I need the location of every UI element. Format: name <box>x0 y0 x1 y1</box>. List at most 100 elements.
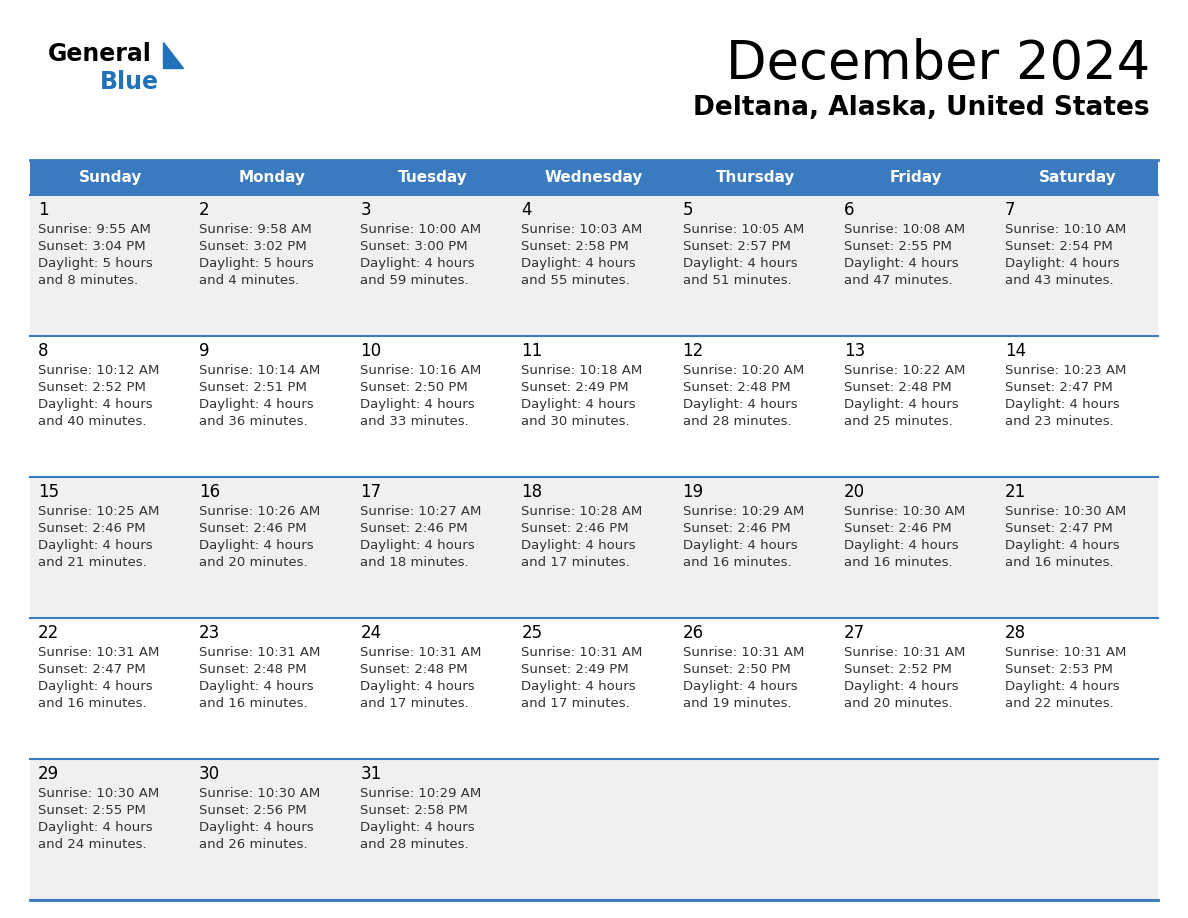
Text: 24: 24 <box>360 624 381 642</box>
Text: and 51 minutes.: and 51 minutes. <box>683 274 791 287</box>
Text: Sunrise: 10:25 AM: Sunrise: 10:25 AM <box>38 505 159 518</box>
Bar <box>835 477 997 618</box>
Text: Daylight: 4 hours: Daylight: 4 hours <box>38 539 152 552</box>
Text: Daylight: 4 hours: Daylight: 4 hours <box>522 539 636 552</box>
Bar <box>997 759 1158 900</box>
Text: 27: 27 <box>843 624 865 642</box>
Bar <box>513 759 675 900</box>
Bar <box>675 160 835 195</box>
Bar <box>513 160 675 195</box>
Text: Sunset: 2:49 PM: Sunset: 2:49 PM <box>522 381 630 394</box>
Bar <box>30 336 191 477</box>
Text: and 47 minutes.: and 47 minutes. <box>843 274 953 287</box>
Text: 23: 23 <box>200 624 221 642</box>
Text: Wednesday: Wednesday <box>545 170 643 185</box>
Text: 3: 3 <box>360 201 371 219</box>
Text: Daylight: 4 hours: Daylight: 4 hours <box>843 398 959 411</box>
Text: Sunset: 2:46 PM: Sunset: 2:46 PM <box>843 522 952 535</box>
Bar <box>353 336 513 477</box>
Text: and 4 minutes.: and 4 minutes. <box>200 274 299 287</box>
Text: 15: 15 <box>38 483 59 501</box>
Text: 13: 13 <box>843 342 865 360</box>
Text: Sunrise: 10:31 AM: Sunrise: 10:31 AM <box>360 646 481 659</box>
Text: Daylight: 5 hours: Daylight: 5 hours <box>200 257 314 270</box>
Text: Daylight: 4 hours: Daylight: 4 hours <box>1005 680 1119 693</box>
Text: Sunrise: 10:27 AM: Sunrise: 10:27 AM <box>360 505 481 518</box>
Bar <box>513 477 675 618</box>
Text: Daylight: 4 hours: Daylight: 4 hours <box>200 680 314 693</box>
Text: and 40 minutes.: and 40 minutes. <box>38 415 146 428</box>
Text: Sunrise: 10:31 AM: Sunrise: 10:31 AM <box>522 646 643 659</box>
Text: Daylight: 4 hours: Daylight: 4 hours <box>360 398 475 411</box>
Text: General: General <box>48 42 152 66</box>
Text: 1: 1 <box>38 201 49 219</box>
Bar <box>353 195 513 336</box>
Text: Daylight: 4 hours: Daylight: 4 hours <box>360 539 475 552</box>
Text: and 16 minutes.: and 16 minutes. <box>1005 556 1113 569</box>
Text: Blue: Blue <box>100 70 159 94</box>
Text: Sunrise: 9:58 AM: Sunrise: 9:58 AM <box>200 223 312 236</box>
Text: Sunset: 2:47 PM: Sunset: 2:47 PM <box>1005 381 1113 394</box>
Text: Sunrise: 10:03 AM: Sunrise: 10:03 AM <box>522 223 643 236</box>
Text: 5: 5 <box>683 201 693 219</box>
Text: Daylight: 4 hours: Daylight: 4 hours <box>360 257 475 270</box>
Text: Sunrise: 10:31 AM: Sunrise: 10:31 AM <box>200 646 321 659</box>
Bar <box>353 160 513 195</box>
Text: 30: 30 <box>200 765 220 783</box>
Bar <box>675 618 835 759</box>
Bar <box>997 477 1158 618</box>
Text: Thursday: Thursday <box>715 170 795 185</box>
Text: 10: 10 <box>360 342 381 360</box>
Text: Sunset: 2:52 PM: Sunset: 2:52 PM <box>38 381 146 394</box>
Text: 25: 25 <box>522 624 543 642</box>
Text: Sunset: 2:48 PM: Sunset: 2:48 PM <box>843 381 952 394</box>
Bar <box>353 477 513 618</box>
Bar <box>513 618 675 759</box>
Text: and 55 minutes.: and 55 minutes. <box>522 274 630 287</box>
Text: and 17 minutes.: and 17 minutes. <box>522 697 630 710</box>
Text: Sunset: 2:58 PM: Sunset: 2:58 PM <box>360 804 468 817</box>
Bar <box>997 160 1158 195</box>
Bar <box>191 759 353 900</box>
Text: Sunset: 2:50 PM: Sunset: 2:50 PM <box>360 381 468 394</box>
Text: Sunset: 2:46 PM: Sunset: 2:46 PM <box>360 522 468 535</box>
Text: Daylight: 4 hours: Daylight: 4 hours <box>200 821 314 834</box>
Bar <box>30 759 191 900</box>
Text: Sunrise: 10:29 AM: Sunrise: 10:29 AM <box>683 505 804 518</box>
Text: 18: 18 <box>522 483 543 501</box>
Text: Daylight: 4 hours: Daylight: 4 hours <box>200 539 314 552</box>
Text: 11: 11 <box>522 342 543 360</box>
Bar <box>30 195 191 336</box>
Text: and 16 minutes.: and 16 minutes. <box>200 697 308 710</box>
Text: Monday: Monday <box>239 170 305 185</box>
Text: 19: 19 <box>683 483 703 501</box>
Text: and 28 minutes.: and 28 minutes. <box>360 838 469 851</box>
Bar <box>191 336 353 477</box>
Text: Daylight: 4 hours: Daylight: 4 hours <box>683 398 797 411</box>
Text: Sunset: 3:04 PM: Sunset: 3:04 PM <box>38 240 146 253</box>
Text: Sunrise: 10:18 AM: Sunrise: 10:18 AM <box>522 364 643 377</box>
Text: 17: 17 <box>360 483 381 501</box>
Text: and 21 minutes.: and 21 minutes. <box>38 556 147 569</box>
Text: Sunrise: 10:30 AM: Sunrise: 10:30 AM <box>1005 505 1126 518</box>
Polygon shape <box>163 42 183 68</box>
Text: Sunset: 2:47 PM: Sunset: 2:47 PM <box>1005 522 1113 535</box>
Text: Sunset: 2:55 PM: Sunset: 2:55 PM <box>38 804 146 817</box>
Text: 21: 21 <box>1005 483 1026 501</box>
Text: Sunset: 2:52 PM: Sunset: 2:52 PM <box>843 663 952 676</box>
Text: Sunrise: 10:28 AM: Sunrise: 10:28 AM <box>522 505 643 518</box>
Text: Friday: Friday <box>890 170 942 185</box>
Text: Sunrise: 10:16 AM: Sunrise: 10:16 AM <box>360 364 481 377</box>
Text: Sunrise: 10:26 AM: Sunrise: 10:26 AM <box>200 505 321 518</box>
Text: Sunset: 2:46 PM: Sunset: 2:46 PM <box>200 522 307 535</box>
Text: and 30 minutes.: and 30 minutes. <box>522 415 630 428</box>
Text: Sunrise: 10:05 AM: Sunrise: 10:05 AM <box>683 223 804 236</box>
Text: Sunrise: 10:23 AM: Sunrise: 10:23 AM <box>1005 364 1126 377</box>
Text: Deltana, Alaska, United States: Deltana, Alaska, United States <box>694 95 1150 121</box>
Text: Daylight: 4 hours: Daylight: 4 hours <box>683 680 797 693</box>
Text: and 17 minutes.: and 17 minutes. <box>522 556 630 569</box>
Text: Daylight: 4 hours: Daylight: 4 hours <box>38 398 152 411</box>
Text: Daylight: 4 hours: Daylight: 4 hours <box>38 821 152 834</box>
Bar <box>997 336 1158 477</box>
Text: Saturday: Saturday <box>1038 170 1117 185</box>
